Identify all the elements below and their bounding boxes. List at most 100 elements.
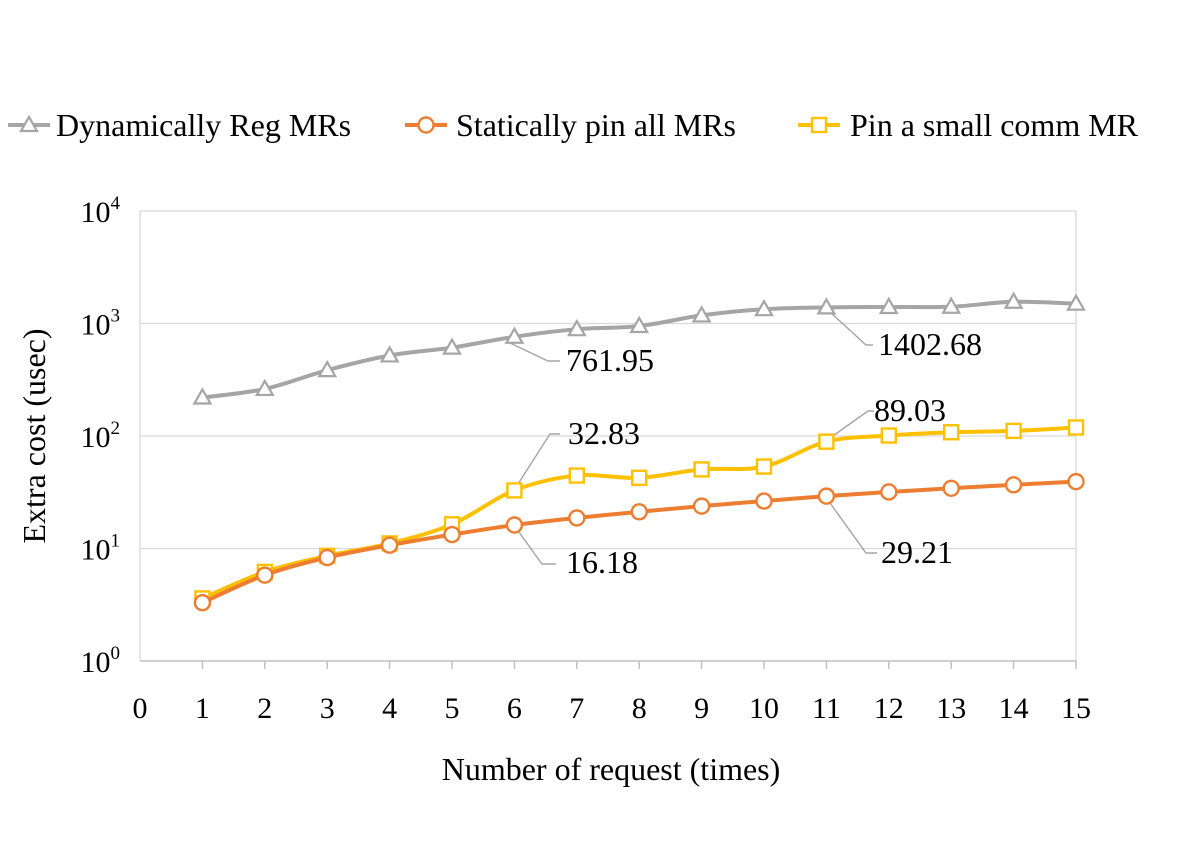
legend-item-dynamically-reg-mrs: Dynamically Reg MRs (8, 107, 351, 143)
data-point-marker (379, 345, 400, 363)
data-point-marker (818, 433, 835, 450)
y-tick-base: 10 (81, 534, 111, 567)
y-tick-exponent: 1 (111, 531, 121, 552)
annotation-label: 761.95 (566, 342, 654, 378)
x-tick-label: 10 (749, 692, 779, 725)
legend-label: Pin a small comm MR (850, 107, 1139, 143)
data-point-marker (443, 525, 461, 544)
x-tick-label: 9 (694, 692, 709, 725)
legend-marker (417, 116, 435, 134)
annotation-leader (517, 433, 560, 485)
data-point-marker (755, 492, 773, 510)
x-tick-label: 15 (1061, 692, 1091, 725)
x-tick-label: 4 (382, 692, 397, 725)
y-tick-label: 103 (81, 306, 121, 342)
data-point-marker (256, 566, 274, 584)
legend-marker (19, 114, 39, 133)
data-point-marker (755, 458, 773, 475)
data-point-marker (254, 378, 275, 397)
data-point-marker (1067, 419, 1085, 436)
data-point-marker (317, 359, 338, 378)
series-dynamically-reg-mrs (192, 291, 1086, 405)
legend-label: Statically pin all MRs (456, 107, 736, 143)
legend-item-pin-a-small-comm-mr: Pin a small comm MR (798, 107, 1139, 143)
annotation-leader (829, 410, 874, 439)
x-tick-label: 5 (445, 692, 460, 725)
data-point-marker (505, 516, 524, 534)
annotation-label: 29.21 (881, 534, 953, 570)
legend-marker (810, 116, 828, 134)
x-tick-label: 8 (632, 692, 647, 725)
x-tick-label: 7 (569, 692, 584, 725)
data-point-marker (442, 337, 462, 355)
data-point-marker (566, 318, 587, 337)
y-tick-base: 10 (81, 646, 111, 679)
annotation-leader (509, 342, 560, 362)
x-tick-label: 3 (320, 692, 335, 725)
data-point-marker (631, 469, 648, 487)
data-point-marker (817, 487, 836, 505)
data-point-marker (1005, 422, 1022, 440)
y-tick-label: 104 (81, 193, 121, 229)
x-tick-label: 11 (812, 692, 841, 725)
data-point-marker (943, 424, 960, 441)
data-point-marker (192, 387, 213, 405)
legend-item-statically-pin-all-mrs: Statically pin all MRs (405, 107, 736, 143)
y-tick-base: 10 (81, 309, 111, 342)
data-point-marker (941, 296, 962, 314)
data-point-marker (318, 548, 336, 567)
data-point-marker (629, 315, 650, 334)
data-point-marker (754, 298, 774, 317)
data-point-marker (568, 509, 586, 527)
data-point-marker (380, 536, 399, 554)
y-tick-label: 102 (81, 418, 121, 454)
x-tick-label: 2 (257, 692, 272, 725)
annotation-label: 16.18 (566, 544, 638, 580)
y-tick-exponent: 0 (111, 643, 121, 664)
x-tick-label: 12 (874, 692, 904, 725)
data-point-marker (1004, 476, 1023, 494)
data-point-marker (506, 482, 523, 499)
x-axis-title: Number of request (times) (442, 751, 781, 787)
data-point-marker (942, 479, 960, 497)
legend: Dynamically Reg MRs Statically pin all MR… (8, 107, 1139, 143)
gridlines (139, 210, 1077, 661)
data-point-marker (504, 326, 525, 344)
x-tick-label: 1 (195, 692, 210, 725)
data-point-marker (630, 503, 648, 521)
x-tick-label: 0 (133, 692, 148, 725)
data-point-marker (1066, 293, 1086, 311)
data-point-marker (568, 467, 585, 484)
y-tick-exponent: 3 (111, 306, 121, 327)
annotation-leader (515, 527, 556, 565)
annotation-label: 89.03 (874, 392, 946, 428)
annotation-labels: 761.95 1402.68 32.83 89.03 16.18 29.21 (566, 326, 982, 580)
data-point-marker (692, 497, 711, 515)
annotation-label: 1402.68 (878, 326, 982, 362)
data-point-marker (880, 483, 898, 501)
data-point-marker (880, 427, 897, 444)
series-layer (192, 291, 1086, 612)
y-tick-label: 100 (81, 643, 121, 679)
legend-label: Dynamically Reg MRs (56, 107, 351, 143)
x-tick-label: 6 (507, 692, 522, 725)
data-point-marker (1003, 291, 1024, 309)
annotation-leader (829, 311, 873, 346)
x-tick-label: 13 (936, 692, 966, 725)
annotation-leader-lines (509, 311, 877, 565)
y-tick-base: 10 (81, 421, 111, 454)
data-point-marker (693, 461, 710, 478)
data-point-marker (691, 305, 712, 323)
data-point-marker (1067, 472, 1085, 491)
y-tick-exponent: 2 (111, 418, 121, 439)
data-point-marker (193, 593, 212, 612)
annotation-leader (829, 502, 877, 554)
annotation-label: 32.83 (568, 415, 640, 451)
data-point-marker (878, 296, 899, 315)
data-point-marker (816, 297, 837, 315)
y-tick-base: 10 (81, 196, 111, 229)
y-tick-exponent: 4 (111, 193, 121, 214)
x-tick-label: 14 (999, 692, 1029, 725)
